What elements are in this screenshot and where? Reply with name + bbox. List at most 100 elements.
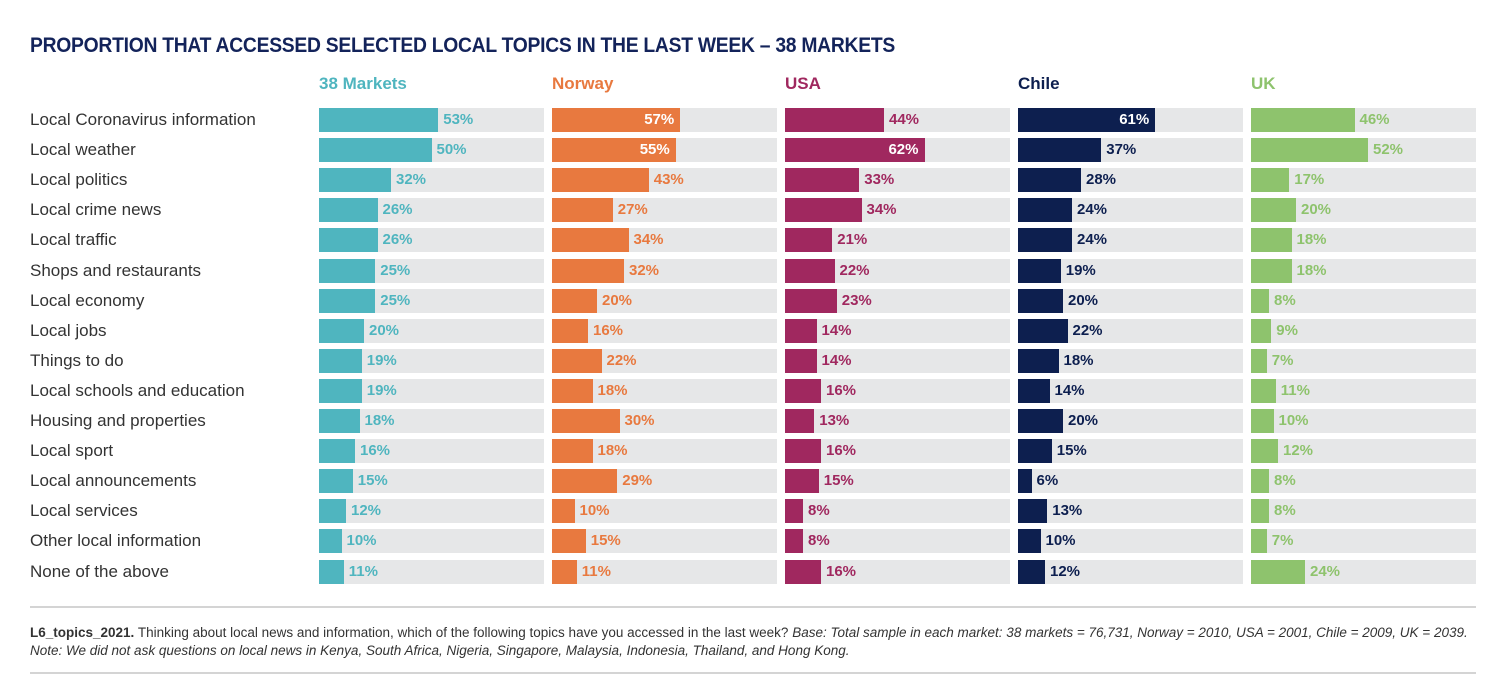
bar bbox=[1251, 318, 1272, 343]
series-header: USA bbox=[785, 74, 821, 93]
bar bbox=[1251, 439, 1278, 464]
bar bbox=[1018, 168, 1081, 193]
data-label: 62% bbox=[888, 141, 919, 159]
bar-track: 7% bbox=[1251, 529, 1476, 554]
bar bbox=[1251, 348, 1267, 373]
bar bbox=[552, 108, 681, 132]
series-header: Norway bbox=[552, 74, 614, 93]
bar-track: 10% bbox=[1018, 529, 1243, 554]
bar bbox=[1251, 258, 1292, 283]
data-label: 12% bbox=[351, 502, 382, 520]
bar-track: 11% bbox=[552, 559, 777, 584]
data-label: 22% bbox=[1072, 321, 1103, 339]
footnote-code: L6_topics_2021. bbox=[30, 625, 135, 640]
bar-track: 15% bbox=[319, 469, 544, 494]
bar-track: 10% bbox=[1251, 409, 1476, 433]
data-label: 50% bbox=[436, 141, 467, 159]
bar bbox=[785, 378, 821, 403]
data-label: 16% bbox=[826, 381, 857, 399]
bar bbox=[1018, 318, 1068, 343]
data-label: 20% bbox=[1301, 201, 1332, 219]
data-label: 7% bbox=[1271, 351, 1294, 369]
category-label: Local schools and education bbox=[30, 380, 245, 400]
data-label: 34% bbox=[866, 201, 897, 219]
bar bbox=[552, 469, 618, 494]
bar-track: 16% bbox=[785, 439, 1010, 464]
series-header: 38 Markets bbox=[319, 74, 407, 93]
data-label: 24% bbox=[1077, 231, 1108, 249]
data-label: 11% bbox=[1280, 381, 1310, 399]
bar-track: 20% bbox=[319, 318, 544, 343]
bar-track: 11% bbox=[1251, 378, 1476, 403]
bar-track: 8% bbox=[1251, 469, 1476, 494]
bar bbox=[319, 469, 353, 494]
data-label: 61% bbox=[1119, 111, 1150, 128]
data-label: 8% bbox=[1274, 291, 1296, 309]
bar bbox=[1018, 228, 1072, 253]
bar bbox=[1018, 559, 1045, 584]
chart-title: PROPORTION THAT ACCESSED SELECTED LOCAL … bbox=[30, 34, 895, 57]
data-label: 53% bbox=[443, 111, 474, 128]
bar-track: 14% bbox=[785, 318, 1010, 343]
bar bbox=[1018, 409, 1063, 433]
bar-track: 16% bbox=[785, 378, 1010, 403]
data-label: 28% bbox=[1086, 171, 1117, 189]
bar bbox=[552, 168, 649, 193]
data-label: 18% bbox=[1296, 261, 1327, 279]
bar bbox=[785, 258, 835, 283]
bar-track: 25% bbox=[319, 288, 544, 313]
bar-track: 34% bbox=[552, 228, 777, 253]
bar-track: 18% bbox=[552, 439, 777, 464]
bar-track: 12% bbox=[319, 499, 544, 524]
footnote-question: Thinking about local news and informatio… bbox=[134, 625, 793, 640]
bar-track: 10% bbox=[319, 529, 544, 554]
bar bbox=[785, 108, 884, 132]
data-label: 24% bbox=[1310, 562, 1341, 580]
category-label: Other local information bbox=[30, 531, 202, 551]
bar-track: 19% bbox=[319, 348, 544, 373]
bar bbox=[319, 228, 378, 253]
bar-track: 43% bbox=[552, 168, 777, 193]
data-label: 55% bbox=[639, 141, 670, 159]
data-label: 19% bbox=[366, 351, 397, 369]
bar bbox=[552, 318, 588, 343]
data-label: 18% bbox=[597, 381, 628, 399]
data-label: 15% bbox=[1056, 442, 1087, 460]
bar-track: 57% bbox=[552, 108, 777, 132]
bar bbox=[319, 499, 346, 524]
bar-track: 53% bbox=[319, 108, 544, 132]
data-label: 20% bbox=[1068, 412, 1099, 429]
data-label: 26% bbox=[382, 231, 413, 249]
data-label: 8% bbox=[1274, 502, 1296, 520]
bar bbox=[1251, 138, 1368, 163]
bar bbox=[552, 288, 597, 313]
bar bbox=[785, 409, 815, 433]
bar-track: 20% bbox=[1018, 409, 1243, 433]
bar-track: 14% bbox=[1018, 378, 1243, 403]
bar bbox=[785, 138, 925, 163]
bar bbox=[1018, 198, 1072, 223]
bar bbox=[319, 288, 376, 313]
bar bbox=[552, 499, 575, 524]
bar bbox=[319, 559, 344, 584]
bar bbox=[1251, 108, 1355, 132]
bar bbox=[785, 499, 803, 524]
data-label: 25% bbox=[380, 291, 411, 309]
footnote: L6_topics_2021. Thinking about local new… bbox=[30, 624, 1480, 660]
bar bbox=[785, 288, 837, 313]
data-label: 46% bbox=[1359, 111, 1390, 128]
divider-bottom bbox=[30, 672, 1476, 674]
data-label: 32% bbox=[396, 171, 427, 189]
bar bbox=[1251, 559, 1305, 584]
bar bbox=[319, 409, 360, 433]
bar-track: 18% bbox=[1251, 258, 1476, 283]
bar bbox=[552, 138, 676, 163]
bar-track: 19% bbox=[1018, 258, 1243, 283]
bar-track: 24% bbox=[1018, 198, 1243, 223]
category-label: Local weather bbox=[30, 140, 136, 160]
data-label: 24% bbox=[1077, 201, 1108, 219]
bar-track: 32% bbox=[319, 168, 544, 193]
bar bbox=[785, 469, 819, 494]
bar-track: 22% bbox=[785, 258, 1010, 283]
bar-track: 17% bbox=[1251, 168, 1476, 193]
